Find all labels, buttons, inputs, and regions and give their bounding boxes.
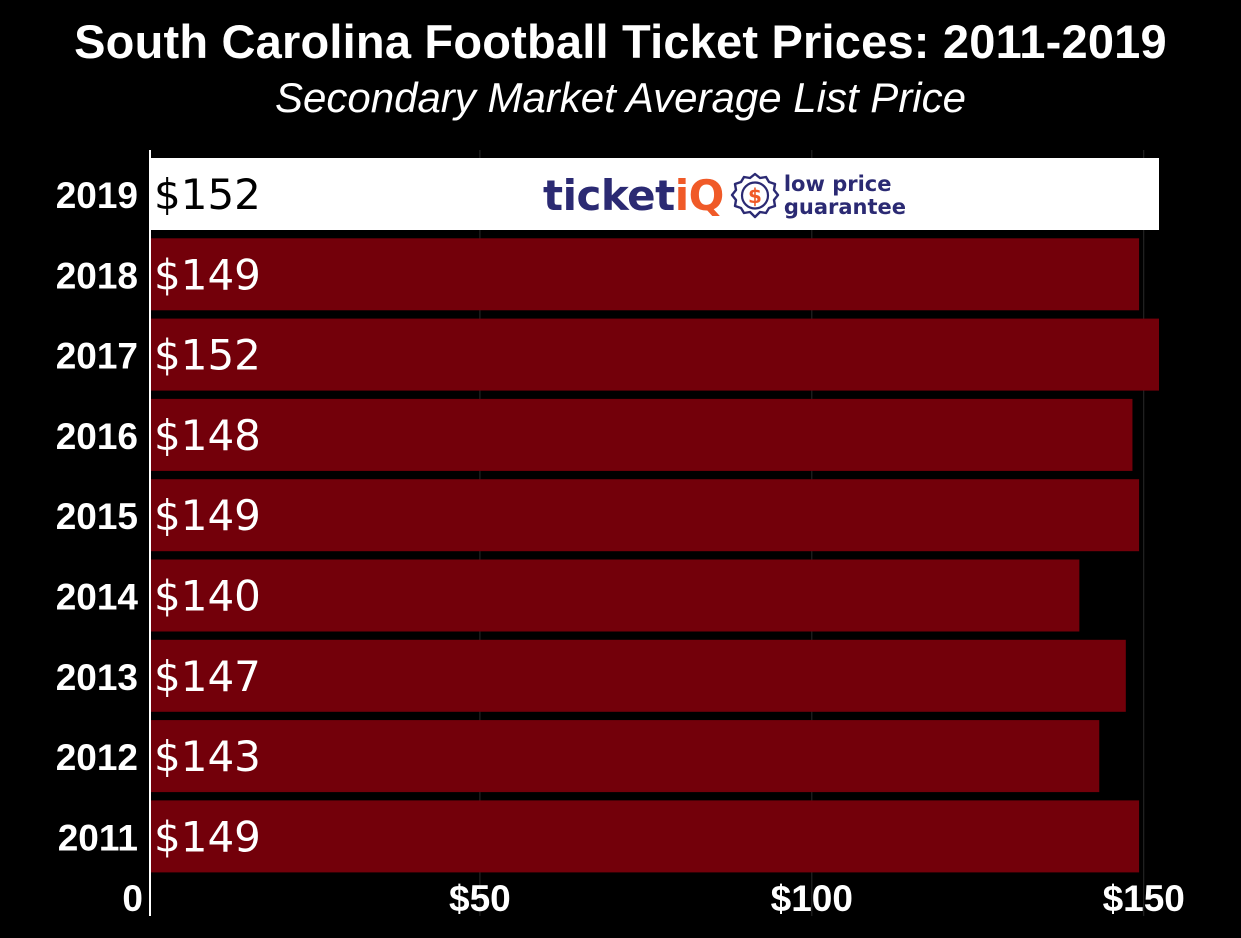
price-badge-icon: $: [730, 172, 780, 219]
category-label-2018: 2018: [56, 255, 138, 296]
bar-2017: [150, 318, 1159, 391]
badge-dollar-sign: $: [748, 184, 762, 208]
data-label-2017: $152: [154, 331, 261, 380]
category-label-2016: 2016: [56, 416, 138, 457]
data-label-2014: $140: [154, 572, 261, 621]
data-label-2013: $147: [154, 652, 261, 701]
data-label-2011: $149: [154, 812, 261, 861]
chart-subtitle: Secondary Market Average List Price: [275, 74, 966, 121]
x-tick-label-0: 0: [122, 878, 143, 919]
ticketiq-logo: ticket iQ $ low price guarantee: [543, 170, 906, 222]
bar-2013: [150, 639, 1126, 712]
bar-2012: [150, 720, 1100, 793]
data-label-2016: $148: [154, 411, 261, 460]
data-label-2012: $143: [154, 732, 261, 781]
bar-2019: [150, 158, 1159, 230]
bar-2011: [150, 800, 1140, 873]
bar-2016: [150, 398, 1133, 471]
category-label-2013: 2013: [56, 657, 138, 698]
x-tick-label-150: $150: [1103, 878, 1185, 919]
category-label-2014: 2014: [56, 577, 139, 618]
bar-2014: [150, 559, 1080, 632]
category-label-2011: 2011: [58, 817, 138, 858]
logo-tagline: low price guarantee: [784, 173, 906, 219]
x-tick-label-100: $100: [771, 878, 853, 919]
x-tick-label-50: $50: [449, 878, 511, 919]
category-label-2017: 2017: [56, 336, 138, 377]
chart-title: South Carolina Football Ticket Prices: 2…: [74, 15, 1167, 68]
category-label-2012: 2012: [56, 737, 138, 778]
bar-2018: [150, 238, 1140, 311]
logo-tagline-line1: low price: [783, 172, 892, 196]
data-label-2018: $149: [154, 250, 261, 299]
logo-iq-word: iQ: [674, 171, 725, 220]
bar-2015: [150, 479, 1140, 552]
logo-tagline-line2: guarantee: [783, 195, 907, 219]
category-label-2015: 2015: [56, 496, 138, 537]
logo-ticket-word: ticket: [543, 171, 675, 220]
data-label-2015: $149: [154, 491, 261, 540]
category-label-2019: 2019: [56, 175, 138, 216]
data-label-2019: $152: [154, 170, 261, 219]
